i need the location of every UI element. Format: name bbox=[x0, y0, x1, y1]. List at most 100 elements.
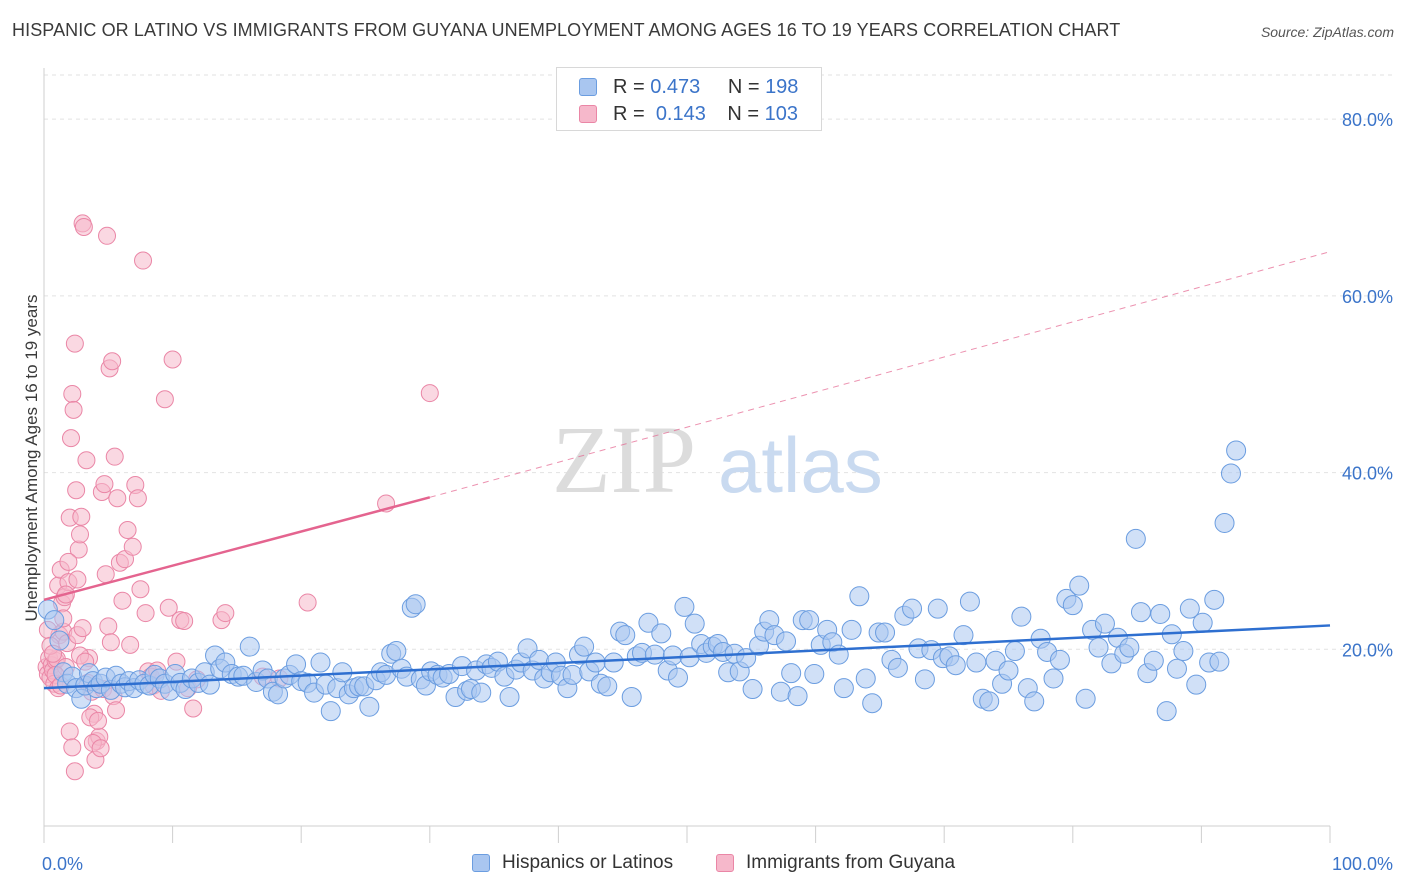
guyana-point bbox=[216, 604, 235, 623]
hispanic-point bbox=[1173, 641, 1194, 662]
trend-lines bbox=[43, 251, 1331, 690]
guyana-point bbox=[103, 352, 122, 371]
hispanic-point bbox=[621, 687, 642, 708]
hispanic-point bbox=[787, 686, 808, 707]
r-value: 0.143 bbox=[655, 102, 706, 125]
hispanic-point bbox=[44, 610, 65, 631]
y-tick-label: 20.0% bbox=[1342, 640, 1393, 660]
guyana-swatch bbox=[579, 105, 597, 123]
guyana-point bbox=[91, 739, 110, 758]
hispanic-point bbox=[1209, 651, 1230, 672]
hispanic-point bbox=[674, 596, 695, 617]
guyana-point bbox=[67, 481, 86, 500]
hispanic-point bbox=[574, 636, 595, 657]
guyana-point bbox=[131, 580, 150, 599]
guyana-point bbox=[128, 489, 147, 508]
guyana-point bbox=[77, 451, 96, 470]
hispanic-point bbox=[945, 655, 966, 676]
hispanic-point bbox=[667, 667, 688, 688]
hispanic-point bbox=[1125, 528, 1146, 549]
n-value: 103 bbox=[764, 102, 798, 125]
hispanic-point bbox=[742, 679, 763, 700]
hispanic-point bbox=[638, 612, 659, 633]
hispanic-point bbox=[1166, 658, 1187, 679]
guyana-point bbox=[136, 604, 155, 623]
hispanic-point bbox=[776, 631, 797, 652]
r-label: R = bbox=[613, 75, 645, 98]
hispanic-point bbox=[1156, 701, 1177, 722]
guyana-point bbox=[184, 699, 203, 718]
y-tick-label: 40.0% bbox=[1342, 464, 1393, 484]
hispanic-point bbox=[1075, 688, 1096, 709]
watermark-atlas: atlas bbox=[718, 421, 883, 509]
guyana-point bbox=[63, 738, 82, 757]
guyana-point bbox=[298, 593, 317, 612]
guyana-point bbox=[71, 525, 90, 544]
n-label: N = bbox=[727, 75, 760, 98]
hispanic-point bbox=[1069, 575, 1090, 596]
chart-title: HISPANIC OR LATINO VS IMMIGRANTS FROM GU… bbox=[12, 20, 1121, 40]
guyana-point bbox=[65, 762, 84, 781]
hispanic-point bbox=[615, 625, 636, 646]
hispanic-point bbox=[597, 676, 618, 697]
hispanic-point bbox=[998, 660, 1019, 681]
guyana-point bbox=[121, 635, 140, 654]
hispanic-point bbox=[862, 693, 883, 714]
guyana-trend-line bbox=[43, 496, 431, 602]
hispanic-point bbox=[386, 641, 407, 662]
hispanic-point bbox=[1226, 440, 1247, 461]
guyana-point bbox=[118, 521, 137, 540]
hispanic-point bbox=[887, 657, 908, 678]
guyana-point bbox=[155, 390, 174, 409]
correlation-legend: R = 0.473 N = 198 R = 0.143 N = 103 bbox=[556, 67, 822, 131]
hispanic-point bbox=[804, 664, 825, 685]
hispanic-point bbox=[499, 687, 520, 708]
guyana-point bbox=[63, 384, 82, 403]
n-value: 198 bbox=[765, 75, 799, 98]
guyana-point bbox=[95, 475, 114, 494]
hispanic-point bbox=[1011, 606, 1032, 627]
guyana-point bbox=[134, 251, 153, 270]
hispanic-point bbox=[841, 619, 862, 640]
source-credit: Source: ZipAtlas.com bbox=[1260, 24, 1394, 40]
guyana-point bbox=[68, 570, 87, 589]
hispanic-point bbox=[49, 630, 70, 651]
guyana-point bbox=[101, 633, 120, 652]
hispanic-point bbox=[1150, 603, 1171, 624]
hispanic-point bbox=[1179, 598, 1200, 619]
guyana-point bbox=[99, 617, 118, 636]
hispanic-point bbox=[1004, 641, 1025, 662]
hispanic-point bbox=[1088, 637, 1109, 658]
hispanic-point bbox=[471, 682, 492, 703]
watermark-zip: ZIP bbox=[552, 406, 696, 513]
guyana-trend-extension bbox=[429, 251, 1331, 498]
hispanic-point bbox=[239, 636, 260, 657]
guyana-point bbox=[175, 612, 194, 631]
gridlines bbox=[44, 74, 1392, 650]
x-tick-label: 100.0% bbox=[1332, 854, 1393, 874]
guyana-point bbox=[113, 591, 132, 610]
guyana-point bbox=[420, 384, 439, 403]
hispanic-point bbox=[953, 625, 974, 646]
hispanic-point bbox=[927, 598, 948, 619]
n-label: N = bbox=[727, 102, 760, 125]
y-tick-label: 80.0% bbox=[1342, 110, 1393, 130]
guyana-point bbox=[108, 489, 127, 508]
hispanic-point bbox=[1024, 691, 1045, 712]
x-tick-label: 0.0% bbox=[42, 854, 83, 874]
hispanic-point bbox=[644, 644, 665, 665]
legend-label-hispanic: Hispanics or Latinos bbox=[502, 852, 674, 873]
hispanic-points bbox=[37, 440, 1247, 722]
hispanic-point bbox=[684, 613, 705, 634]
hispanic-point bbox=[959, 591, 980, 612]
guyana-point bbox=[59, 552, 78, 571]
hispanic-point bbox=[320, 701, 341, 722]
r-label: R = bbox=[613, 102, 645, 125]
guyana-point bbox=[73, 619, 92, 638]
hispanic-point bbox=[286, 654, 307, 675]
legend-row-guyana: R = 0.143 N = 103 bbox=[579, 101, 798, 127]
guyana-point bbox=[89, 711, 108, 730]
hispanic-point bbox=[1062, 595, 1083, 616]
hispanic-point bbox=[770, 681, 791, 702]
